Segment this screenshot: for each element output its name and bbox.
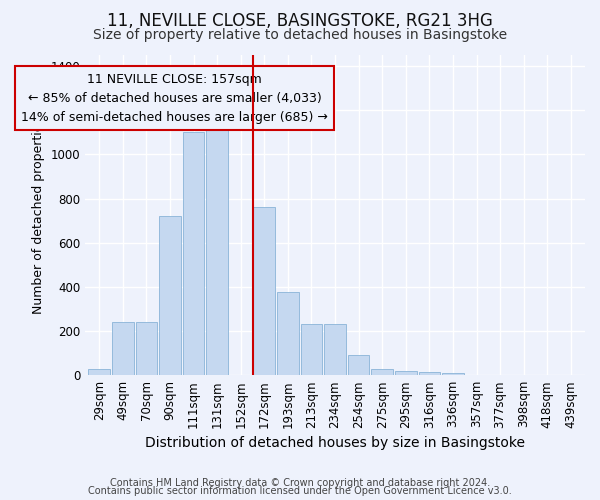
X-axis label: Distribution of detached houses by size in Basingstoke: Distribution of detached houses by size … xyxy=(145,436,525,450)
Bar xyxy=(277,292,299,375)
Text: Size of property relative to detached houses in Basingstoke: Size of property relative to detached ho… xyxy=(93,28,507,42)
Bar xyxy=(136,322,157,375)
Bar xyxy=(112,322,134,375)
Bar xyxy=(159,216,181,375)
Bar xyxy=(442,373,464,375)
Bar xyxy=(253,208,275,375)
Text: 11 NEVILLE CLOSE: 157sqm
← 85% of detached houses are smaller (4,033)
14% of sem: 11 NEVILLE CLOSE: 157sqm ← 85% of detach… xyxy=(21,72,328,124)
Bar xyxy=(183,132,205,375)
Bar xyxy=(419,372,440,375)
Bar xyxy=(206,128,228,375)
Text: Contains public sector information licensed under the Open Government Licence v3: Contains public sector information licen… xyxy=(88,486,512,496)
Bar xyxy=(324,324,346,375)
Text: 11, NEVILLE CLOSE, BASINGSTOKE, RG21 3HG: 11, NEVILLE CLOSE, BASINGSTOKE, RG21 3HG xyxy=(107,12,493,30)
Bar xyxy=(395,371,416,375)
Bar xyxy=(371,368,393,375)
Bar xyxy=(301,324,322,375)
Bar xyxy=(348,356,370,375)
Bar xyxy=(88,368,110,375)
Text: Contains HM Land Registry data © Crown copyright and database right 2024.: Contains HM Land Registry data © Crown c… xyxy=(110,478,490,488)
Y-axis label: Number of detached properties: Number of detached properties xyxy=(32,116,45,314)
